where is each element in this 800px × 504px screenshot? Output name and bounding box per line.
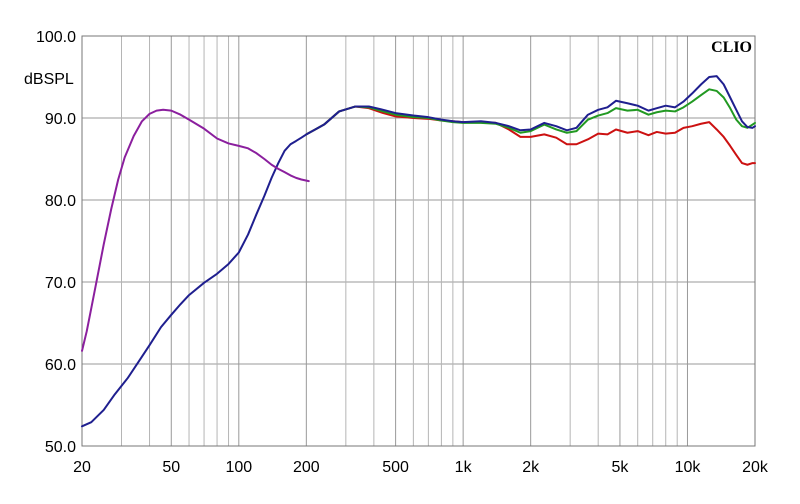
y-tick-label: 80.0 [45, 193, 76, 210]
clio-brand-label: CLIO [711, 39, 752, 56]
y-tick-label: 90.0 [45, 111, 76, 128]
x-tick-label: 1k [455, 459, 473, 476]
grid-layer [81, 35, 756, 447]
axis-labels: 50.0 60.0 70.0 80.0 90.0 100.0 20 50 100 200 500 1k… [36, 29, 769, 476]
y-tick-label: 70.0 [45, 275, 76, 292]
y-tick-label: 60.0 [45, 357, 76, 374]
x-tick-label: 5k [611, 459, 629, 476]
x-tick-label: 2k [522, 459, 540, 476]
x-tick-label: 10k [675, 459, 702, 476]
y-axis-title: dBSPL [24, 71, 74, 88]
series-line-3 [81, 75, 756, 428]
x-tick-label: 20 [73, 459, 91, 476]
series-line-4 [81, 108, 310, 352]
series-layer [81, 75, 756, 428]
y-tick-label: 100.0 [36, 29, 76, 46]
x-tick-label: 100 [225, 459, 252, 476]
plot-frame [81, 35, 756, 447]
y-tick-label: 50.0 [45, 439, 76, 456]
x-tick-label: 500 [382, 459, 409, 476]
x-tick-label: 200 [293, 459, 320, 476]
x-tick-label: 20k [742, 459, 769, 476]
series-line-2 [305, 88, 756, 136]
x-tick-label: 50 [162, 459, 180, 476]
